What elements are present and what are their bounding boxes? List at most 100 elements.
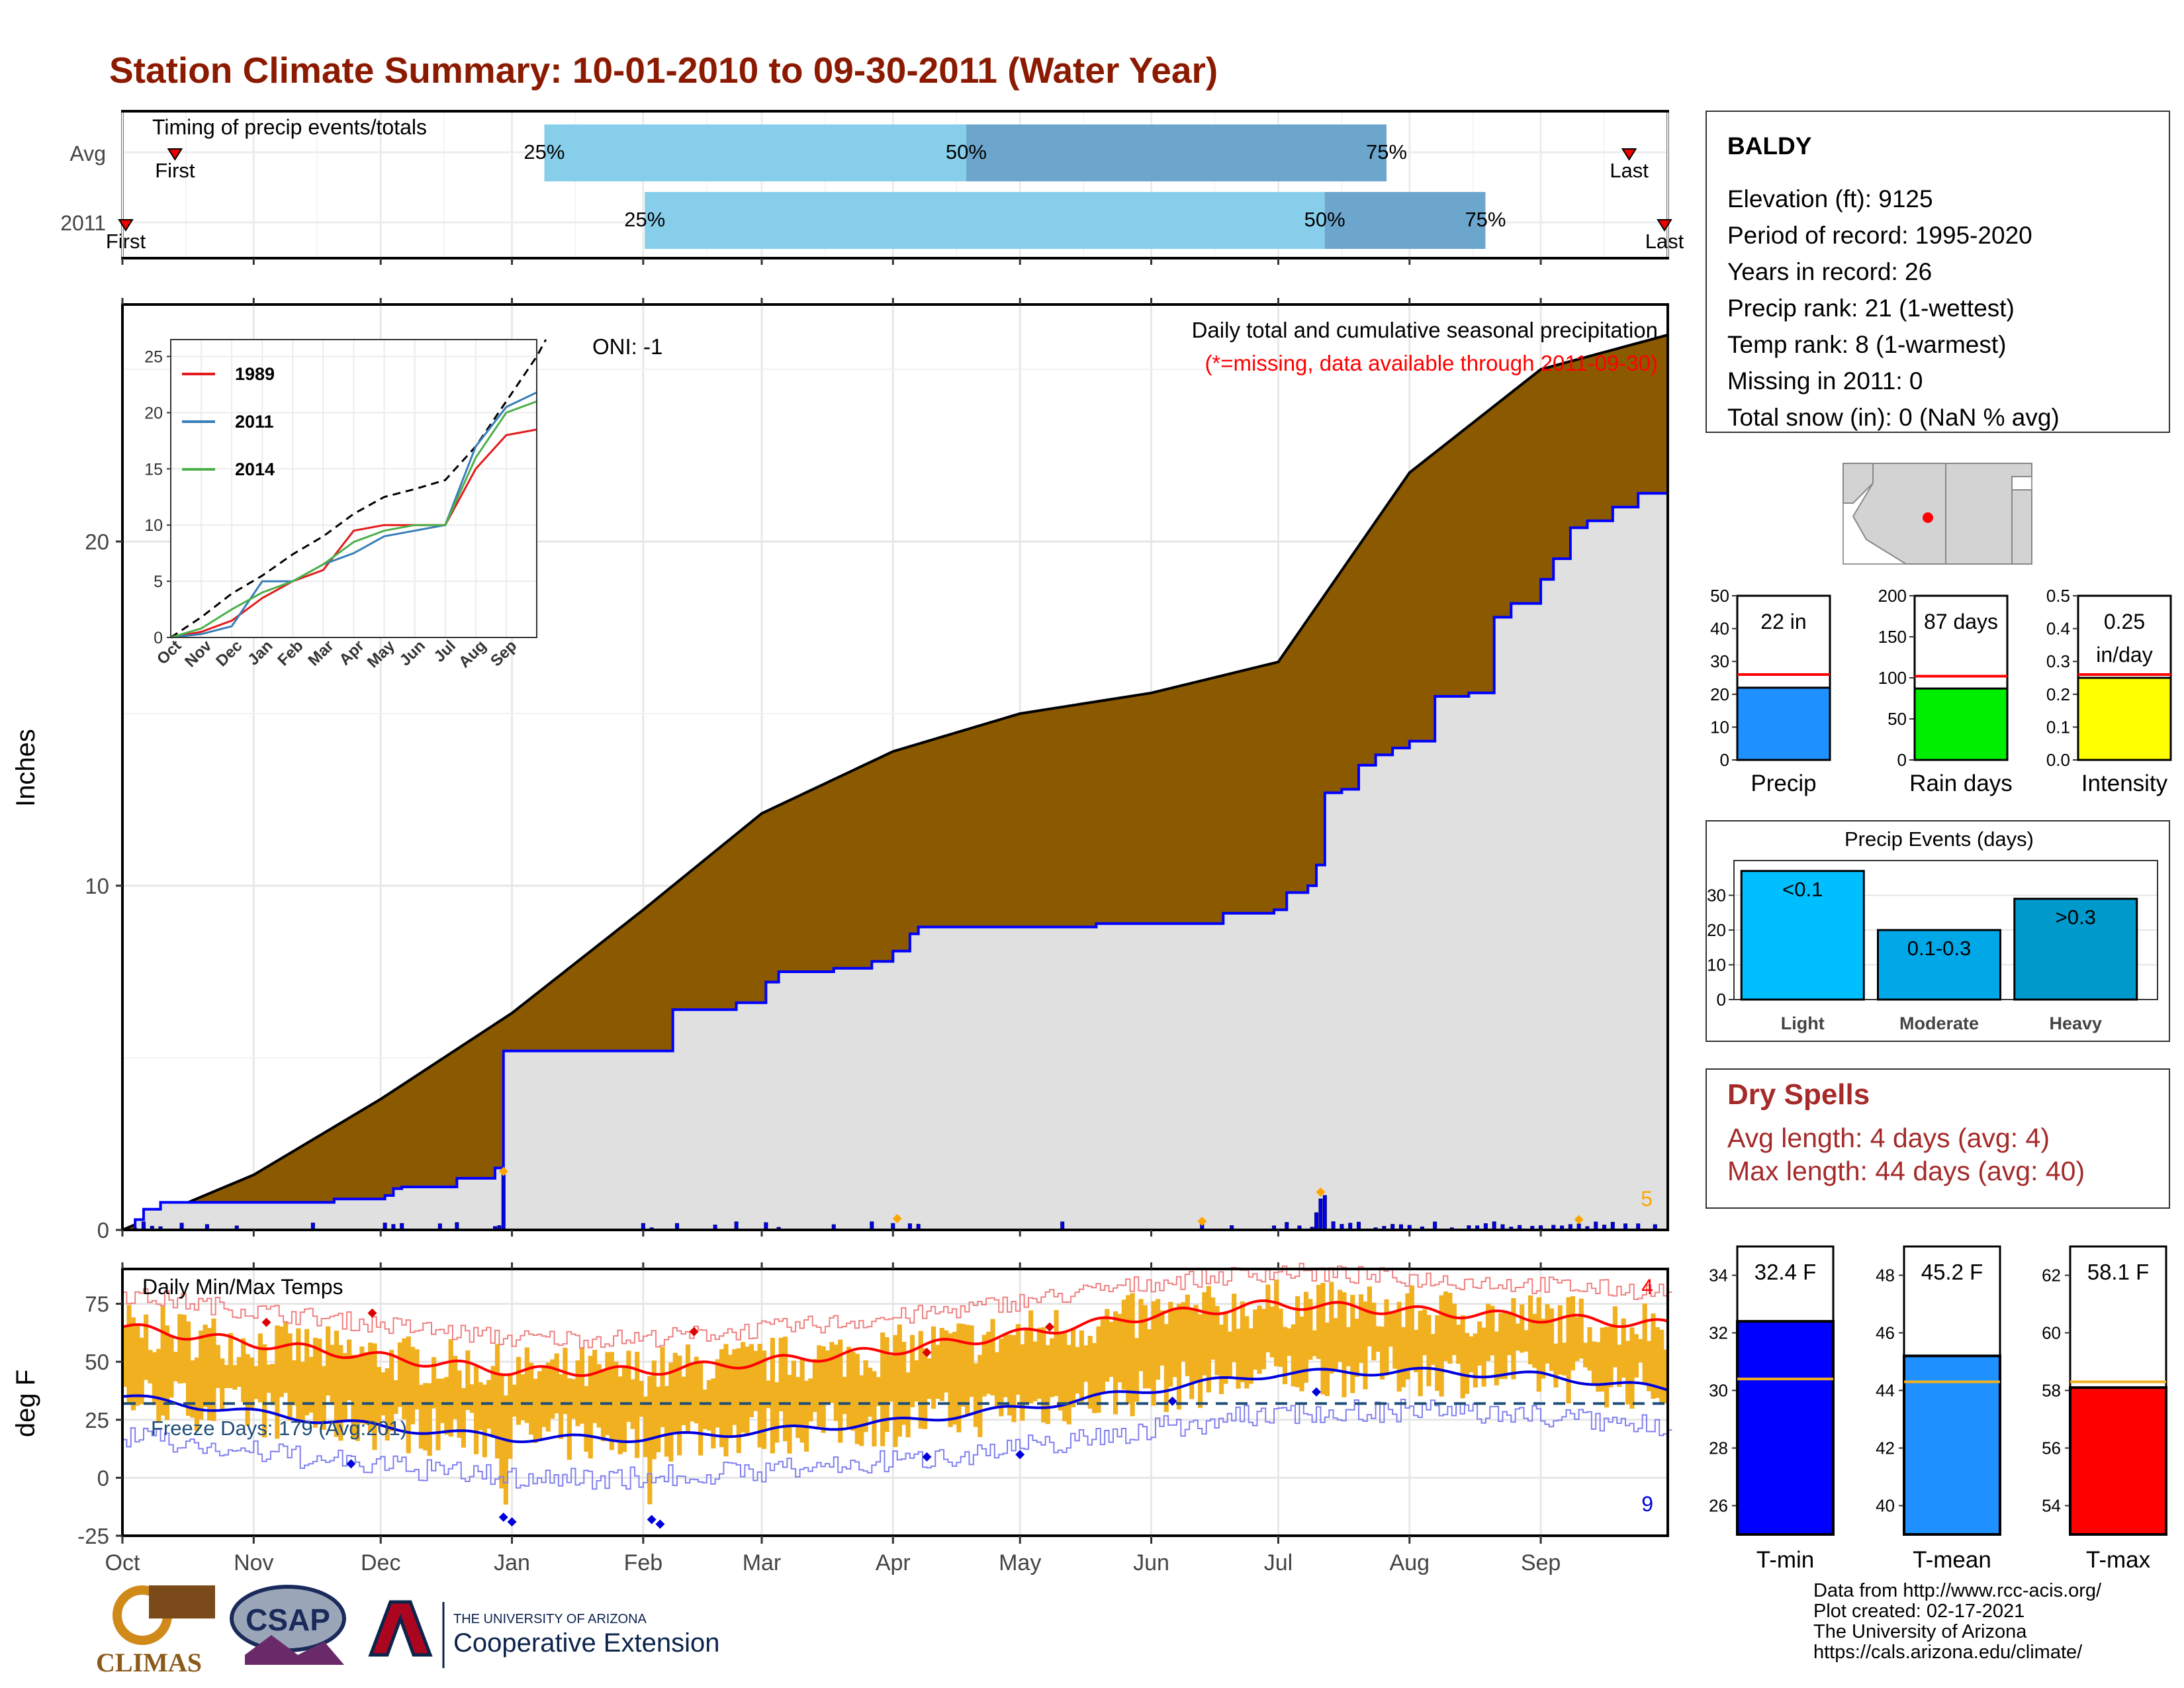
temp-day-bar <box>1342 1292 1347 1397</box>
temp-day-bar <box>1553 1343 1559 1387</box>
temp-day-bar <box>575 1360 580 1427</box>
temp-summary-y-tick-label: 44 <box>1876 1381 1895 1401</box>
temp-summary-y-tick-label: 60 <box>2042 1323 2061 1343</box>
summary-y-tick-label: 10 <box>1710 717 1729 737</box>
record-low-marker <box>507 1517 517 1526</box>
month-tick-label: Apr <box>876 1550 911 1575</box>
temp-summary-bar-label: T-min <box>1756 1547 1815 1573</box>
station-frame <box>1706 111 2170 433</box>
temp-day-bar <box>347 1339 352 1401</box>
station-line-5: Temp rank: 8 (1-warmest) <box>1727 331 2007 358</box>
temp-summary-y-tick-label: 42 <box>1876 1438 1895 1458</box>
temp-day-bar <box>935 1344 940 1399</box>
temp-day-bar <box>291 1360 297 1406</box>
temp-day-bar <box>685 1344 691 1434</box>
temp-day-bar <box>1316 1284 1322 1359</box>
temp-day-bar <box>719 1349 725 1448</box>
temp-day-bar <box>1570 1296 1576 1371</box>
temp-day-bar <box>478 1382 483 1430</box>
inset-legend-label: 1989 <box>235 364 275 384</box>
temp-day-bar <box>283 1321 289 1393</box>
temp-day-bar <box>774 1382 780 1443</box>
temp-day-bar <box>279 1326 284 1397</box>
climas-block <box>149 1585 215 1618</box>
temp-day-bar <box>372 1343 377 1450</box>
temp-day-bar <box>812 1358 817 1413</box>
temp-day-bar <box>338 1344 343 1441</box>
summary-y-tick-label: 0.5 <box>2046 586 2070 606</box>
temp-day-bar <box>1299 1316 1304 1391</box>
temp-summary-bar-T-max <box>2069 1386 2167 1536</box>
temp-day-bar <box>694 1356 699 1424</box>
temp-day-bar <box>1536 1297 1541 1392</box>
temp-day-bar <box>1324 1322 1330 1397</box>
temp-day-bar <box>1506 1313 1512 1356</box>
events-category-label: Moderate <box>1899 1013 1979 1033</box>
temp-day-bar <box>1655 1327 1661 1398</box>
temp-day-bar <box>1257 1305 1262 1374</box>
temp-day-bar <box>1481 1327 1486 1387</box>
temp-day-bar <box>215 1344 220 1388</box>
temp-day-bar <box>126 1305 132 1403</box>
temp-summary-y-tick-label: 32 <box>1709 1323 1728 1343</box>
temp-summary-y-tick-label: 26 <box>1709 1496 1728 1516</box>
temp-day-bar <box>423 1383 428 1451</box>
temp-day-bar <box>122 1327 128 1387</box>
station-box: BALDY Elevation (ft): 9125 Period of rec… <box>1706 111 2170 433</box>
temp-day-bar <box>1096 1326 1101 1413</box>
temp-day-bar <box>791 1360 796 1427</box>
temp-day-bar <box>1130 1293 1135 1417</box>
temp-day-bar <box>1405 1293 1410 1380</box>
uofa-logo: THE UNIVERSITY OF ARIZONA Cooperative Ex… <box>368 1600 719 1668</box>
temp-day-bar <box>1367 1286 1372 1346</box>
summary-y-tick-label: 50 <box>1710 586 1729 606</box>
temp-day-bar <box>723 1344 729 1457</box>
temp-day-bar <box>1185 1294 1190 1376</box>
temp-day-bar <box>1206 1286 1211 1393</box>
temp-day-bar <box>635 1352 640 1458</box>
footer-line-4: https://cals.arizona.edu/climate/ <box>1813 1642 2083 1663</box>
csap-text: CSAP <box>246 1603 330 1637</box>
temp-day-bar <box>681 1376 686 1425</box>
precip-y-axis: 0 10 20 <box>85 530 122 1243</box>
temp-day-bar <box>1041 1327 1046 1423</box>
temp-day-bar <box>516 1356 522 1425</box>
daily-precip-bar <box>501 1174 506 1231</box>
temp-summary-bar-T-mean <box>1903 1354 2001 1536</box>
temp-day-bar <box>330 1344 335 1403</box>
last-event-label: Last <box>1610 159 1649 182</box>
precip-corner-count: 5 <box>1641 1187 1653 1211</box>
temp-day-bar <box>732 1349 737 1425</box>
temp-day-bar <box>482 1384 487 1458</box>
temp-day-bar <box>1232 1293 1237 1362</box>
temp-day-bar <box>994 1352 1000 1408</box>
month-tick-label: Feb <box>624 1550 663 1575</box>
temp-day-bar <box>1663 1349 1668 1404</box>
summary-bar-label: Precip <box>1751 771 1816 796</box>
temp-day-bar <box>1303 1291 1309 1383</box>
month-tick-label: Sep <box>1521 1550 1561 1575</box>
temp-day-bar <box>1126 1295 1131 1404</box>
temp-day-bar <box>1028 1310 1034 1404</box>
temp-day-bar <box>1121 1299 1126 1390</box>
temp-day-bar <box>1345 1327 1351 1366</box>
record-high-marker <box>261 1317 271 1327</box>
footer-line-1: Data from http://www.rcc-acis.org/ <box>1813 1580 2102 1601</box>
temp-day-bar <box>427 1383 432 1456</box>
temp-day-bar <box>1642 1303 1647 1384</box>
temp-day-bar <box>1354 1319 1359 1377</box>
temp-day-bar <box>1253 1309 1258 1370</box>
events-category-label: Heavy <box>2049 1013 2102 1033</box>
summary-value-label: 0.25 <box>2104 610 2145 633</box>
inset-frame <box>170 339 537 638</box>
temp-day-bar <box>1054 1310 1059 1396</box>
record-high-marker <box>1045 1322 1054 1332</box>
temp-day-bar <box>677 1355 682 1456</box>
temp-day-bar <box>1600 1327 1605 1392</box>
timing-label-50: 50% <box>946 140 987 164</box>
temp-day-bar <box>672 1352 678 1432</box>
temp-day-bar <box>1036 1327 1042 1399</box>
temp-day-bar <box>1469 1336 1474 1373</box>
temp-day-bar <box>1075 1346 1080 1394</box>
month-tick-label: Oct <box>105 1550 140 1575</box>
